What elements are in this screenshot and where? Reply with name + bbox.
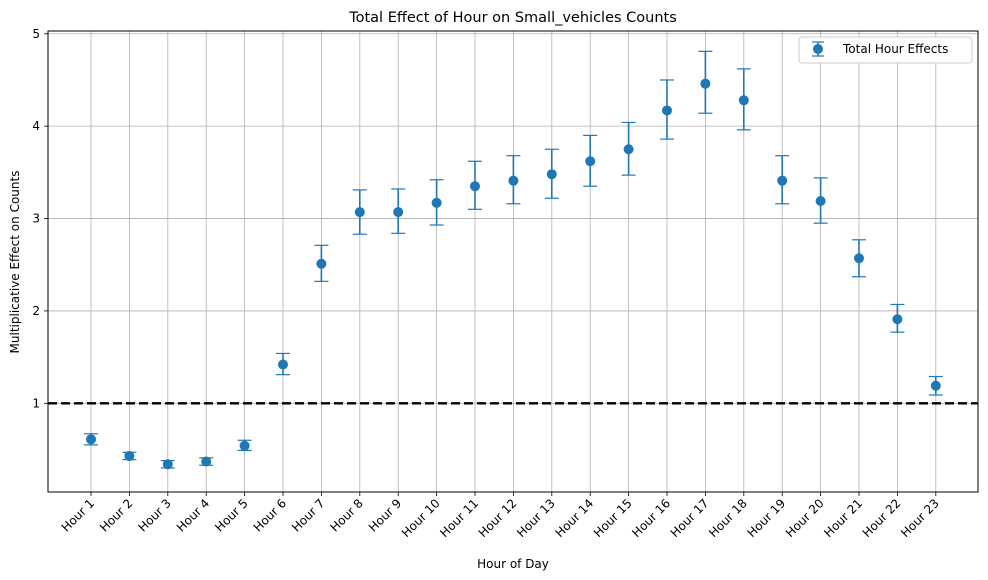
x-axis-label: Hour of Day (477, 557, 549, 571)
y-tick-label: 3 (32, 212, 40, 226)
data-point (700, 78, 711, 89)
y-axis-ticks: 1 2 3 4 5 (32, 27, 48, 410)
data-point (201, 456, 212, 467)
data-point (316, 258, 327, 269)
data-point (124, 450, 135, 461)
chart-title: Total Effect of Hour on Small_vehicles C… (348, 10, 677, 26)
data-points (86, 78, 941, 470)
y-axis-label: Multiplicative Effect on Counts (8, 171, 22, 354)
y-tick-label: 4 (32, 119, 40, 133)
data-point (239, 440, 250, 451)
data-point (508, 175, 519, 186)
data-point (815, 195, 826, 206)
grid (48, 31, 978, 492)
legend-marker (813, 44, 823, 54)
data-point (470, 181, 480, 192)
data-point (777, 175, 788, 186)
y-tick-label: 1 (32, 396, 40, 410)
data-point (393, 207, 404, 218)
data-point (278, 359, 288, 370)
legend-label: Total Hour Effects (842, 42, 948, 56)
data-point (930, 380, 941, 391)
legend-box (798, 36, 973, 64)
data-point (546, 169, 557, 180)
y-tick-label: 5 (32, 27, 40, 41)
data-point (431, 197, 442, 208)
data-point (354, 207, 365, 218)
data-point (162, 459, 173, 470)
data-point (892, 314, 903, 325)
data-point (86, 434, 96, 445)
y-tick-label: 2 (32, 304, 40, 318)
legend: Total Hour Effects (798, 36, 973, 64)
data-point (662, 105, 672, 116)
data-point (585, 156, 596, 167)
data-point (738, 95, 749, 106)
data-point (854, 253, 864, 264)
data-point (623, 144, 634, 155)
